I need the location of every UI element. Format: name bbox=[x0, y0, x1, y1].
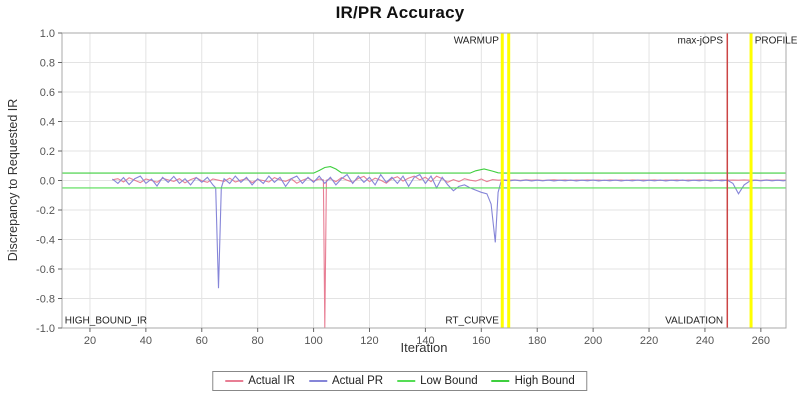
x-tick-label: 40 bbox=[140, 335, 152, 347]
legend-item-low-bound: Low Bound bbox=[397, 375, 478, 387]
y-tick-label: 0.0 bbox=[40, 176, 55, 188]
legend-label: Actual PR bbox=[331, 375, 384, 387]
x-tick-label: 100 bbox=[304, 335, 322, 347]
x-tick-label: 20 bbox=[84, 335, 96, 347]
annotation-warmup: WARMUP bbox=[454, 35, 500, 46]
annotation-high-bound-ir: HIGH_BOUND_IR bbox=[65, 316, 147, 327]
y-axis-label: Discrepancy to Requested IR bbox=[6, 98, 20, 262]
legend-item-actual-pr: Actual PR bbox=[308, 375, 384, 387]
annotation-profile: PROFILE bbox=[755, 35, 798, 46]
legend-swatch bbox=[225, 380, 244, 382]
annotation-rt-curve: RT_CURVE bbox=[445, 316, 499, 327]
y-tick-label: 0.6 bbox=[40, 87, 55, 99]
series-group bbox=[62, 33, 786, 328]
legend-item-actual-ir: Actual IR bbox=[225, 375, 295, 387]
x-tick-label: 220 bbox=[640, 335, 658, 347]
legend-label: Low Bound bbox=[420, 375, 478, 387]
legend: Actual IR Actual PR Low Bound High Bound bbox=[212, 371, 588, 391]
x-axis-label: Iteration bbox=[400, 340, 448, 355]
plot-area: 20 40 60 80 100 120 140 160 180 200 220 240 260 1.0 0.… bbox=[36, 28, 798, 347]
annotation-max-jops: max-jOPS bbox=[678, 35, 724, 46]
y-tick-label: -0.2 bbox=[36, 205, 55, 217]
x-tick-label: 60 bbox=[196, 335, 208, 347]
legend-item-high-bound: High Bound bbox=[491, 375, 575, 387]
x-tick-label: 200 bbox=[584, 335, 602, 347]
annotation-validation: VALIDATION bbox=[665, 316, 723, 327]
y-tick-label: -0.4 bbox=[36, 235, 55, 247]
series-high-bound bbox=[62, 166, 786, 174]
y-tick-label: -1.0 bbox=[36, 323, 55, 335]
x-tick-label: 260 bbox=[752, 335, 770, 347]
y-tick-label: 1.0 bbox=[40, 28, 55, 40]
legend-label: Actual IR bbox=[248, 375, 295, 387]
x-tick-label: 80 bbox=[252, 335, 264, 347]
y-tick-label: 0.4 bbox=[40, 117, 55, 129]
y-tick-label: -0.8 bbox=[36, 294, 55, 306]
x-tick-label: 160 bbox=[472, 335, 490, 347]
x-tick-label: 120 bbox=[360, 335, 378, 347]
legend-swatch bbox=[308, 380, 327, 382]
x-tick-label: 180 bbox=[528, 335, 546, 347]
legend-label: High Bound bbox=[514, 375, 575, 387]
x-tick-label: 140 bbox=[416, 335, 434, 347]
chart-title: IR/PR Accuracy bbox=[335, 3, 465, 22]
y-tick-label: -0.6 bbox=[36, 264, 55, 276]
y-tick-label: 0.2 bbox=[40, 146, 55, 158]
legend-swatch bbox=[491, 380, 510, 382]
x-tick-label: 240 bbox=[696, 335, 714, 347]
legend-swatch bbox=[397, 380, 416, 382]
y-tick-label: 0.8 bbox=[40, 58, 55, 70]
